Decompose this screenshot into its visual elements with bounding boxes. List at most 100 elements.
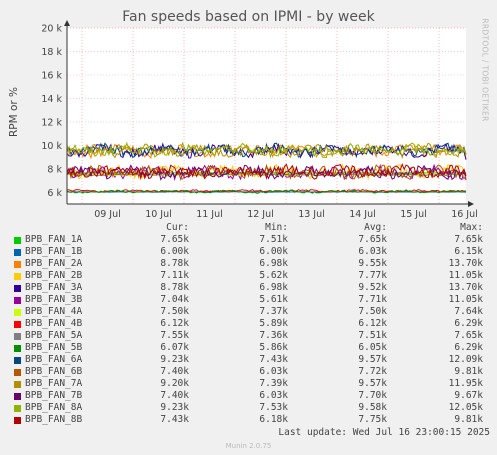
legend-min: 7.37k xyxy=(259,306,288,317)
legend-cur: 7.50k xyxy=(160,306,189,317)
legend-cur: 7.11k xyxy=(160,270,189,281)
legend-min: 6.03k xyxy=(259,366,288,377)
axes xyxy=(64,20,474,207)
legend-cur: 6.07k xyxy=(160,342,189,353)
legend-row: BPB_FAN_1B 6.00k 6.00k 6.03k 6.15k xyxy=(12,246,490,258)
legend-max: 11.05k xyxy=(448,270,483,281)
legend-max: 13.70k xyxy=(448,258,483,269)
legend-name: BPB_FAN_7B xyxy=(25,390,83,401)
legend-swatch xyxy=(14,369,21,376)
legend-name: BPB_FAN_3B xyxy=(25,294,83,305)
legend-swatch xyxy=(14,393,21,400)
legend-row: BPB_FAN_3A 8.78k 6.98k 9.52k 13.70k xyxy=(12,282,490,294)
legend-max: 6.29k xyxy=(454,318,483,329)
x-tick-label: 13 Jul xyxy=(298,209,325,220)
y-tick-label: 10 k xyxy=(41,141,62,152)
legend-swatch xyxy=(14,381,21,388)
legend-avg: 7.70k xyxy=(358,390,387,401)
legend-row: BPB_FAN_5B 6.07k 5.86k 6.05k 6.29k xyxy=(12,342,490,354)
legend-avg: 6.12k xyxy=(358,318,387,329)
legend-swatch xyxy=(14,417,21,424)
legend-min: 6.98k xyxy=(259,258,288,269)
legend-cur: 6.00k xyxy=(160,246,189,257)
series-line-bpb-fan-8b xyxy=(66,163,467,181)
legend-row: BPB_FAN_2A 8.78k 6.98k 9.55k 13.70k xyxy=(12,258,490,270)
y-tick-label: 18 k xyxy=(41,47,62,58)
legend-row: BPB_FAN_3B 7.04k 5.61k 7.71k 11.05k xyxy=(12,294,490,306)
y-axis-arrow xyxy=(64,20,70,26)
y-tick-label: 14 k xyxy=(41,94,62,105)
legend-cur: 8.78k xyxy=(160,282,189,293)
legend-max: 7.64k xyxy=(454,306,483,317)
legend-swatch xyxy=(14,249,21,256)
x-tick-label: 14 Jul xyxy=(349,209,376,220)
legend-row: BPB_FAN_8B 7.43k 6.18k 7.75k 9.81k xyxy=(12,414,490,426)
legend-min: 6.18k xyxy=(259,414,288,425)
legend-min: 7.53k xyxy=(259,402,288,413)
legend-cur: 6.12k xyxy=(160,318,189,329)
x-ticks: 09 Jul 10 Jul 11 Jul 12 Jul 13 Jul 14 Jul 15 J… xyxy=(94,209,478,220)
legend-min: 6.00k xyxy=(259,246,288,257)
legend-rows: BPB_FAN_1A 7.65k 7.51k 7.65k 7.65k BPB_FAN_1B… xyxy=(12,234,490,426)
x-axis-arrow xyxy=(468,201,474,207)
x-tick-label: 16 Jul xyxy=(451,209,478,220)
legend-row: BPB_FAN_7A 9.20k 7.39k 9.57k 11.95k xyxy=(12,378,490,390)
legend-name: BPB_FAN_5B xyxy=(25,342,83,353)
legend-avg: 7.51k xyxy=(358,330,387,341)
legend-swatch xyxy=(14,273,21,280)
legend-avg: 9.57k xyxy=(358,354,387,365)
legend-max: 9.81k xyxy=(454,414,483,425)
series-lines xyxy=(66,141,467,194)
legend-cur: 7.43k xyxy=(160,414,189,425)
legend-header: Cur: Min: Avg: Max: xyxy=(12,222,490,234)
legend-min: 5.89k xyxy=(259,318,288,329)
y-tick-label: 20 k xyxy=(41,24,62,35)
col-min: Min: xyxy=(265,222,288,233)
legend-row: BPB_FAN_4A 7.50k 7.37k 7.50k 7.64k xyxy=(12,306,490,318)
legend-max: 9.81k xyxy=(454,366,483,377)
legend-min: 7.36k xyxy=(259,330,288,341)
legend-name: BPB_FAN_8B xyxy=(25,414,83,425)
legend-max: 9.67k xyxy=(454,390,483,401)
legend-row: BPB_FAN_8A 9.23k 7.53k 9.58k 12.05k xyxy=(12,402,490,414)
legend-avg: 7.50k xyxy=(358,306,387,317)
legend-row: BPB_FAN_4B 6.12k 5.89k 6.12k 6.29k xyxy=(12,318,490,330)
legend-max: 11.05k xyxy=(448,294,483,305)
legend-min: 6.03k xyxy=(259,390,288,401)
last-update: Last update: Wed Jul 16 23:00:15 2025 xyxy=(278,427,490,438)
legend-min: 5.61k xyxy=(259,294,288,305)
legend-max: 7.65k xyxy=(454,330,483,341)
legend-avg: 7.71k xyxy=(358,294,387,305)
legend-swatch xyxy=(14,309,21,316)
legend-name: BPB_FAN_6A xyxy=(25,354,83,365)
y-tick-label: 8 k xyxy=(47,164,62,175)
legend-name: BPB_FAN_4A xyxy=(25,306,83,317)
legend-swatch xyxy=(14,297,21,304)
legend-avg: 9.57k xyxy=(358,378,387,389)
munin-version: Munin 2.0.75 xyxy=(225,442,272,450)
legend-avg: 9.52k xyxy=(358,282,387,293)
legend-name: BPB_FAN_8A xyxy=(25,402,83,413)
y-tick-label: 16 k xyxy=(41,70,62,81)
x-tick-label: 09 Jul xyxy=(94,209,121,220)
legend-row: BPB_FAN_6A 9.23k 7.43k 9.57k 12.09k xyxy=(12,354,490,366)
legend-cur: 7.65k xyxy=(160,234,189,245)
legend-swatch xyxy=(14,321,21,328)
legend-max: 12.05k xyxy=(448,402,483,413)
legend-row: BPB_FAN_7B 7.40k 6.03k 7.70k 9.67k xyxy=(12,390,490,402)
legend-avg: 9.58k xyxy=(358,402,387,413)
legend-avg: 9.55k xyxy=(358,258,387,269)
legend-cur: 7.40k xyxy=(160,366,189,377)
y-tick-label: 12 k xyxy=(41,117,62,128)
col-max: Max: xyxy=(460,222,483,233)
series-line-bpb-fan-8a xyxy=(66,141,467,159)
legend-avg: 7.72k xyxy=(358,366,387,377)
legend-name: BPB_FAN_7A xyxy=(25,378,83,389)
legend-name: BPB_FAN_1B xyxy=(25,246,83,257)
legend-swatch xyxy=(14,333,21,340)
legend-cur: 7.55k xyxy=(160,330,189,341)
legend-max: 11.95k xyxy=(448,378,483,389)
legend-name: BPB_FAN_3A xyxy=(25,282,83,293)
chart-plot: 6 k 8 k 10 k 12 k 14 k 16 k 18 k 20 k 09 Jul 10 … xyxy=(41,20,478,220)
legend-avg: 6.03k xyxy=(358,246,387,257)
